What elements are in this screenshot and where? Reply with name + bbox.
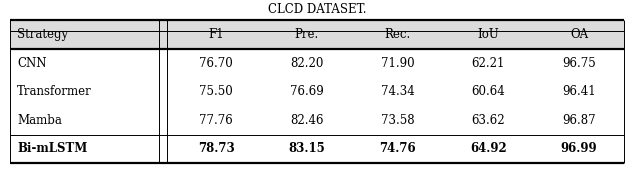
Text: Rec.: Rec. (385, 28, 411, 41)
Text: CLCD DATASET.: CLCD DATASET. (268, 3, 366, 16)
Text: 83.15: 83.15 (288, 142, 325, 155)
Text: 60.64: 60.64 (472, 85, 505, 98)
Text: 96.87: 96.87 (562, 114, 596, 127)
FancyBboxPatch shape (10, 20, 624, 49)
Text: 74.34: 74.34 (381, 85, 415, 98)
Text: 71.90: 71.90 (381, 57, 415, 70)
Text: 64.92: 64.92 (470, 142, 507, 155)
Text: OA: OA (570, 28, 588, 41)
Text: 75.50: 75.50 (199, 85, 233, 98)
Text: 96.41: 96.41 (562, 85, 596, 98)
Text: 74.76: 74.76 (379, 142, 416, 155)
Text: 82.46: 82.46 (290, 114, 324, 127)
Text: 77.76: 77.76 (199, 114, 233, 127)
Text: 82.20: 82.20 (290, 57, 323, 70)
Text: 96.75: 96.75 (562, 57, 596, 70)
Text: 78.73: 78.73 (198, 142, 235, 155)
Text: Mamba: Mamba (17, 114, 62, 127)
Text: 73.58: 73.58 (381, 114, 415, 127)
Text: 62.21: 62.21 (472, 57, 505, 70)
Text: Strategy: Strategy (17, 28, 68, 41)
Text: Bi-mLSTM: Bi-mLSTM (17, 142, 87, 155)
Text: Transformer: Transformer (17, 85, 92, 98)
Text: F1: F1 (209, 28, 224, 41)
Text: 96.99: 96.99 (561, 142, 597, 155)
Text: IoU: IoU (477, 28, 499, 41)
Text: 63.62: 63.62 (472, 114, 505, 127)
Text: 76.69: 76.69 (290, 85, 324, 98)
Text: CNN: CNN (17, 57, 47, 70)
Text: Pre.: Pre. (295, 28, 319, 41)
Text: 76.70: 76.70 (199, 57, 233, 70)
